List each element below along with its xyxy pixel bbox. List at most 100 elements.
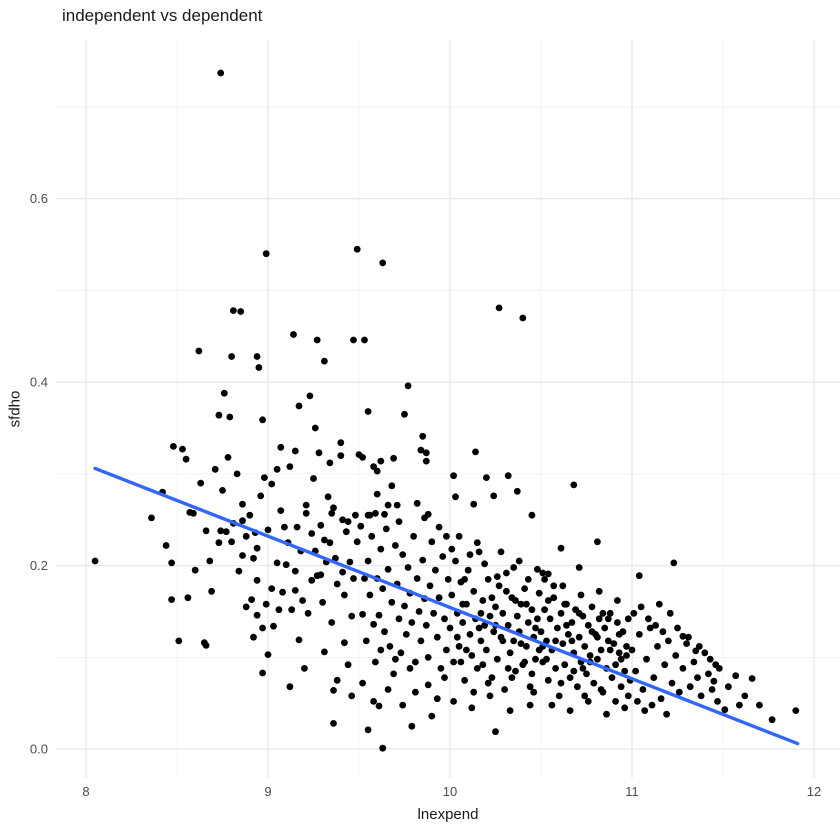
data-point [517, 600, 525, 608]
data-point [162, 542, 170, 549]
data-point [546, 615, 554, 623]
data-point [504, 621, 512, 629]
data-point [479, 597, 487, 604]
data-point [510, 637, 518, 645]
data-point [242, 532, 250, 540]
data-point [552, 665, 559, 672]
data-point [575, 609, 583, 617]
data-point [450, 472, 457, 480]
data-point [550, 582, 558, 590]
data-point [597, 646, 605, 654]
data-point [490, 492, 498, 500]
data-point [475, 548, 483, 556]
data-point [497, 548, 505, 556]
x-tick-label: 8 [82, 784, 89, 799]
data-point [599, 609, 607, 617]
data-point [364, 511, 372, 519]
data-point [510, 564, 518, 571]
data-point [404, 382, 412, 390]
data-point [392, 542, 399, 549]
data-point [428, 712, 436, 720]
data-point [464, 566, 472, 574]
data-point [512, 597, 519, 604]
data-point [503, 569, 510, 577]
data-point [566, 707, 574, 714]
data-point [526, 683, 534, 691]
data-point [623, 643, 630, 650]
data-point [570, 667, 578, 675]
data-point [672, 652, 680, 659]
data-point [574, 683, 581, 691]
data-point [450, 658, 457, 666]
data-point [748, 675, 756, 682]
data-point [435, 523, 443, 531]
data-point [377, 545, 385, 553]
data-point [523, 643, 530, 650]
y-tick-label: 0.2 [30, 558, 48, 573]
data-point [379, 744, 387, 752]
data-point [448, 545, 456, 553]
data-point [635, 631, 643, 638]
data-point [686, 683, 694, 691]
data-point [301, 665, 308, 672]
data-point [384, 686, 392, 693]
data-point [732, 672, 740, 680]
data-point [399, 701, 407, 709]
data-point [433, 695, 441, 703]
data-point [708, 686, 716, 693]
data-point [230, 307, 237, 314]
data-point [453, 633, 461, 641]
data-point [483, 474, 490, 481]
data-point [535, 589, 543, 597]
data-point [610, 640, 618, 647]
plot-title: independent vs dependent [62, 6, 263, 25]
data-point [499, 637, 507, 645]
data-point [317, 521, 325, 529]
data-point [337, 452, 345, 459]
data-point [228, 353, 236, 360]
data-point [375, 702, 383, 710]
data-point [455, 532, 463, 540]
data-point [495, 582, 503, 590]
data-point [410, 532, 417, 540]
data-point [541, 606, 548, 614]
data-point [377, 457, 385, 465]
data-point [639, 686, 647, 693]
data-point [623, 652, 630, 659]
x-tick-label: 9 [264, 784, 271, 799]
data-point [561, 600, 569, 608]
data-point [259, 624, 266, 632]
data-point [624, 615, 632, 623]
data-point [424, 681, 432, 689]
data-point [481, 621, 488, 629]
data-point [657, 695, 665, 703]
data-point [534, 615, 541, 623]
data-point [606, 646, 614, 654]
data-point [348, 692, 356, 700]
data-point [197, 479, 205, 487]
data-point [399, 551, 407, 558]
data-point [484, 576, 492, 583]
data-point [584, 621, 592, 629]
data-point [615, 649, 623, 657]
data-point [186, 509, 194, 516]
data-point [184, 594, 192, 602]
data-point [503, 587, 510, 595]
data-point [255, 364, 263, 371]
data-point [483, 646, 490, 654]
data-point [594, 655, 601, 663]
data-point [375, 611, 383, 619]
data-point [426, 582, 434, 590]
data-point [584, 698, 592, 705]
data-point [714, 698, 721, 705]
data-point [479, 661, 487, 669]
data-point [741, 692, 749, 700]
data-point [361, 575, 368, 582]
data-point [444, 576, 452, 583]
x-tick-label: 11 [625, 784, 639, 799]
data-point [663, 710, 670, 718]
data-point [364, 557, 372, 565]
data-point [524, 576, 532, 583]
data-point [721, 706, 729, 714]
data-point [544, 570, 552, 578]
